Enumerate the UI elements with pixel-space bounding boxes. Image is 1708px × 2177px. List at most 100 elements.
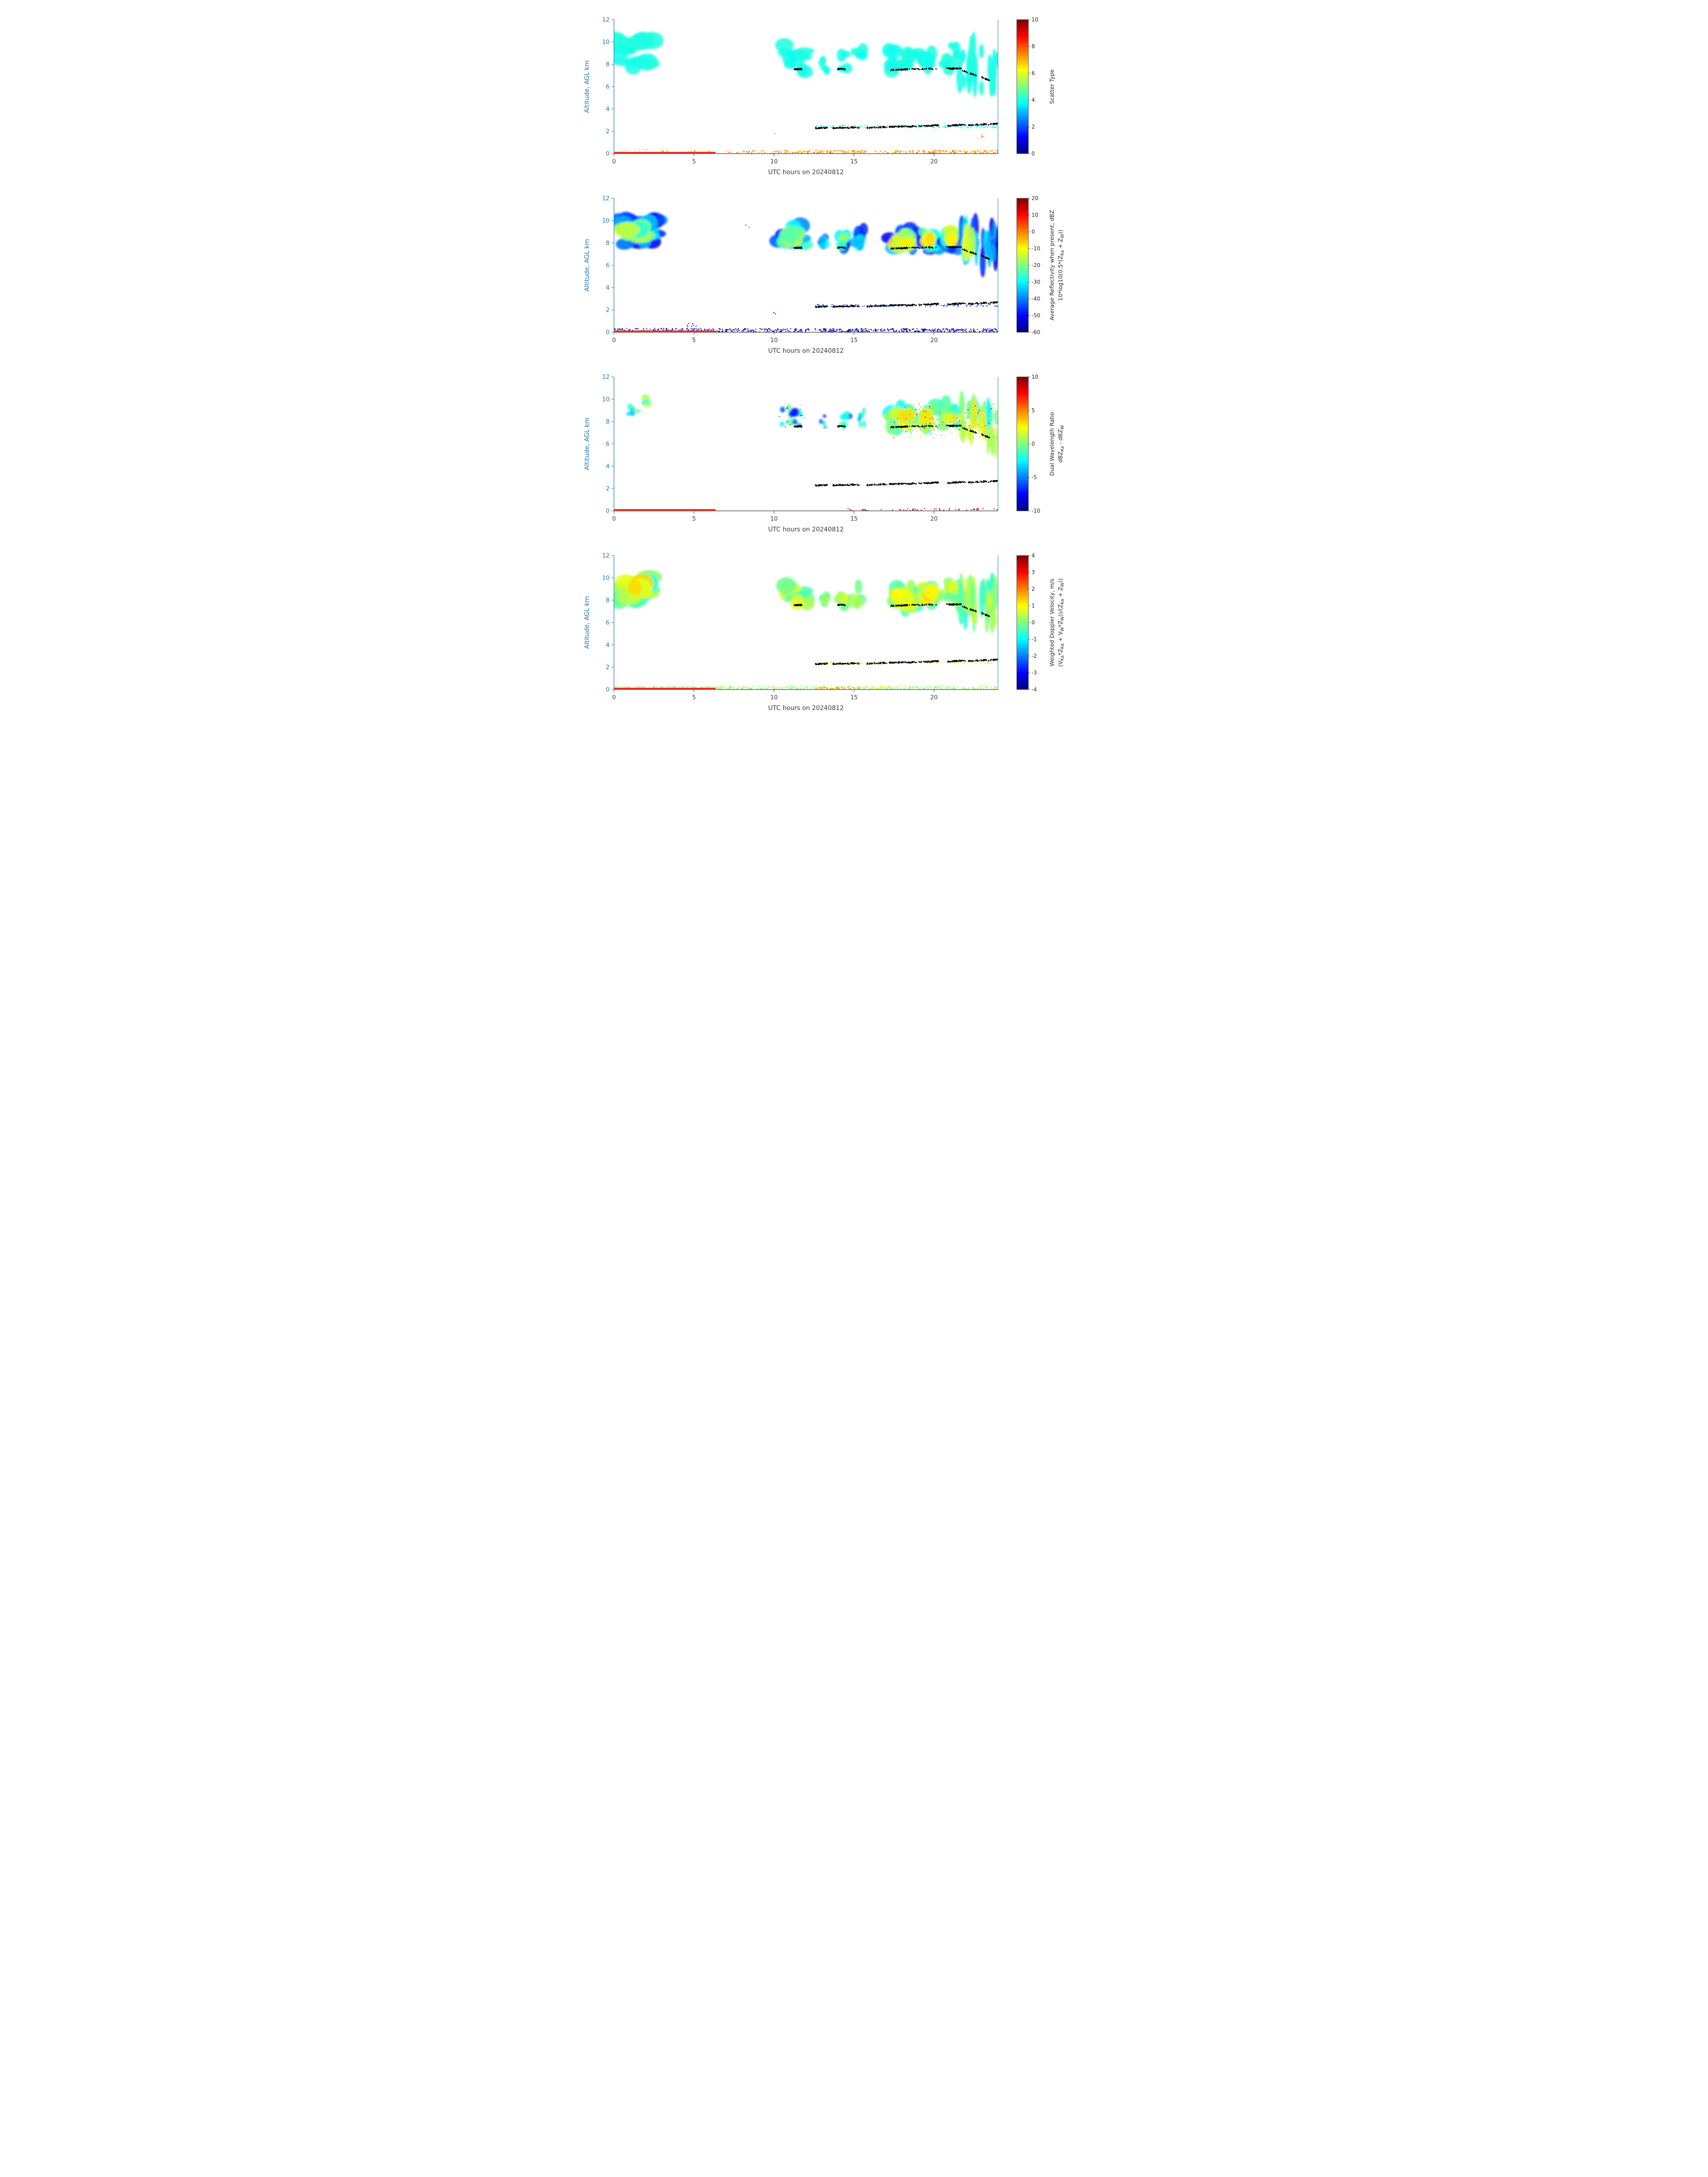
axes: 0 5 10 15 20 0 2 4 6 8 10 12 xyxy=(602,553,998,701)
reflectivity-plot: 0 5 10 15 20 0 2 4 6 8 10 12 20 10 0 -10 -20 -30 -40 -50 -60… xyxy=(584,195,1065,355)
x-tick-label: 10 xyxy=(770,159,778,165)
flagged-dots xyxy=(793,603,998,665)
x-tick-label: 20 xyxy=(930,694,938,701)
y-tick-label: 6 xyxy=(606,84,610,91)
x-tick-label: 5 xyxy=(692,159,696,165)
colorbar-tick-label: 8 xyxy=(1031,43,1035,50)
colorbar xyxy=(1016,198,1029,333)
x-tick-label: 10 xyxy=(770,694,778,701)
dual-wavelength-ratio-plot: 0 5 10 15 20 0 2 4 6 8 10 12 10 5 0 -5 -10 Dual Wavelengt… xyxy=(584,374,1065,533)
flag-line xyxy=(614,688,716,689)
y-axis-label: Altitude, AGL km xyxy=(584,60,591,113)
colorbar-tick-label: 10 xyxy=(1031,17,1038,23)
x-tick-label: 10 xyxy=(770,337,778,344)
y-tick-label: 10 xyxy=(602,39,610,46)
colorbar-tick-label: -10 xyxy=(1031,508,1040,514)
axes: 0 5 10 15 20 0 2 4 6 8 10 12 xyxy=(602,374,998,522)
y-tick-label: 8 xyxy=(606,598,610,604)
colorbar-tick-label: 0 xyxy=(1031,619,1035,626)
y-tick-label: 12 xyxy=(602,196,610,202)
colorbar-tick-label: 6 xyxy=(1031,70,1035,76)
colorbar-tick-label: 0 xyxy=(1031,150,1035,157)
colorbar-tick-label: 10 xyxy=(1031,374,1038,380)
panel-dual-wavelength-ratio: 0 5 10 15 20 0 2 4 6 8 10 12 10 5 0 -5 -10 Dual Wavelengt… xyxy=(569,364,1139,542)
cloud-field xyxy=(626,391,998,459)
y-tick-label: 0 xyxy=(606,508,610,515)
cloud-field xyxy=(614,212,998,278)
y-axis-label: Altitude, AGL km xyxy=(584,418,591,470)
colorbar-tick-label: -50 xyxy=(1031,313,1040,319)
x-tick-label: 0 xyxy=(612,516,616,522)
x-axis-label: UTC hours on 20240812 xyxy=(768,347,844,355)
panel-doppler-velocity: 0 5 10 15 20 0 2 4 6 8 10 12 4 3 2 1 0 -1 -2 -3 -4 Weighted D… xyxy=(569,542,1139,721)
colorbar-tick-label: -2 xyxy=(1031,653,1037,659)
speckle-layer xyxy=(614,661,998,689)
y-tick-label: 6 xyxy=(606,620,610,627)
y-tick-label: 6 xyxy=(606,263,610,269)
y-tick-label: 12 xyxy=(602,374,610,381)
y-tick-label: 4 xyxy=(606,106,610,113)
colorbar-label: Weighted Doppler Velocity, m/s xyxy=(1048,579,1055,666)
flag-line xyxy=(614,152,716,154)
colorbar-tick-label: -10 xyxy=(1031,246,1040,252)
flagged-dots xyxy=(793,246,998,308)
colorbar-tick-label: -60 xyxy=(1031,329,1040,335)
x-tick-label: 15 xyxy=(850,694,858,701)
y-tick-label: 2 xyxy=(606,307,610,314)
x-tick-label: 15 xyxy=(850,159,858,165)
colorbar-tick-label: 0 xyxy=(1031,441,1035,447)
x-tick-label: 5 xyxy=(692,337,696,344)
panel-reflectivity: 0 5 10 15 20 0 2 4 6 8 10 12 20 10 0 -10 -20 -30 -40 -50 -60… xyxy=(569,185,1139,364)
y-tick-label: 12 xyxy=(602,17,610,24)
colorbar-label: (VKa*ZKa + VW*ZW))/(ZKa + ZW)) xyxy=(1057,578,1065,667)
y-tick-label: 4 xyxy=(606,464,610,470)
x-tick-label: 20 xyxy=(930,516,938,522)
panel-scatter-type: 0 5 10 15 20 0 2 4 6 8 10 12 0 2 4 6 8 10 Scatter Type Alt… xyxy=(569,6,1139,185)
speckle-layer xyxy=(779,403,998,511)
flag-line xyxy=(614,509,716,511)
colorbar-tick-label: 1 xyxy=(1031,603,1035,609)
y-tick-label: 10 xyxy=(602,218,610,225)
colorbar-label: Average Reflectivity when present, dBZ xyxy=(1048,210,1055,320)
flagged-dots xyxy=(793,424,998,487)
figure: 0 5 10 15 20 0 2 4 6 8 10 12 0 2 4 6 8 10 Scatter Type Alt… xyxy=(569,0,1139,725)
colorbar-tick-label: 3 xyxy=(1031,569,1035,576)
x-tick-label: 15 xyxy=(850,516,858,522)
colorbar-label: dBZKa - dBZW xyxy=(1057,425,1065,463)
plot-render-layer: 0 5 10 15 20 0 2 4 6 8 10 12 0 2 4 6 8 10 Scatter Type xyxy=(602,17,1055,165)
y-tick-label: 8 xyxy=(606,240,610,247)
y-tick-label: 0 xyxy=(606,330,610,336)
x-tick-label: 0 xyxy=(612,694,616,701)
x-tick-label: 0 xyxy=(612,159,616,165)
y-tick-label: 12 xyxy=(602,553,610,560)
flag-line xyxy=(614,330,716,332)
colorbar-label: Dual Wavelength Ratio xyxy=(1048,412,1055,476)
x-axis-label: UTC hours on 20240812 xyxy=(768,169,844,176)
y-tick-label: 10 xyxy=(602,397,610,403)
cloud-field xyxy=(614,31,998,97)
y-axis-label: Altitude, AGL km xyxy=(584,596,591,649)
y-tick-label: 10 xyxy=(602,575,610,582)
colorbar-label: 10*log10(0.5*(ZKa + ZW)) xyxy=(1057,230,1065,301)
plot-render-layer: 0 5 10 15 20 0 2 4 6 8 10 12 20 10 0 -10 -20 -30 -40 -50 -60… xyxy=(602,195,1065,344)
y-tick-label: 6 xyxy=(606,441,610,448)
colorbar-tick-label: 4 xyxy=(1031,552,1035,559)
colorbar-tick-label: 5 xyxy=(1031,407,1035,414)
x-tick-label: 0 xyxy=(612,337,616,344)
y-tick-label: 2 xyxy=(606,486,610,493)
y-tick-label: 8 xyxy=(606,62,610,68)
speckle-layer xyxy=(621,125,998,154)
colorbar xyxy=(1016,555,1029,690)
colorbar-tick-label: 2 xyxy=(1031,586,1035,592)
colorbar xyxy=(1016,19,1029,154)
x-tick-label: 5 xyxy=(692,516,696,522)
colorbar-tick-label: -20 xyxy=(1031,262,1040,268)
colorbar-label: Scatter Type xyxy=(1048,69,1055,104)
colorbar-tick-label: -30 xyxy=(1031,279,1040,285)
y-tick-label: 4 xyxy=(606,285,610,292)
y-tick-label: 2 xyxy=(606,664,610,671)
x-tick-label: 5 xyxy=(692,694,696,701)
colorbar-tick-label: 2 xyxy=(1031,124,1035,130)
x-axis-label: UTC hours on 20240812 xyxy=(768,526,844,533)
